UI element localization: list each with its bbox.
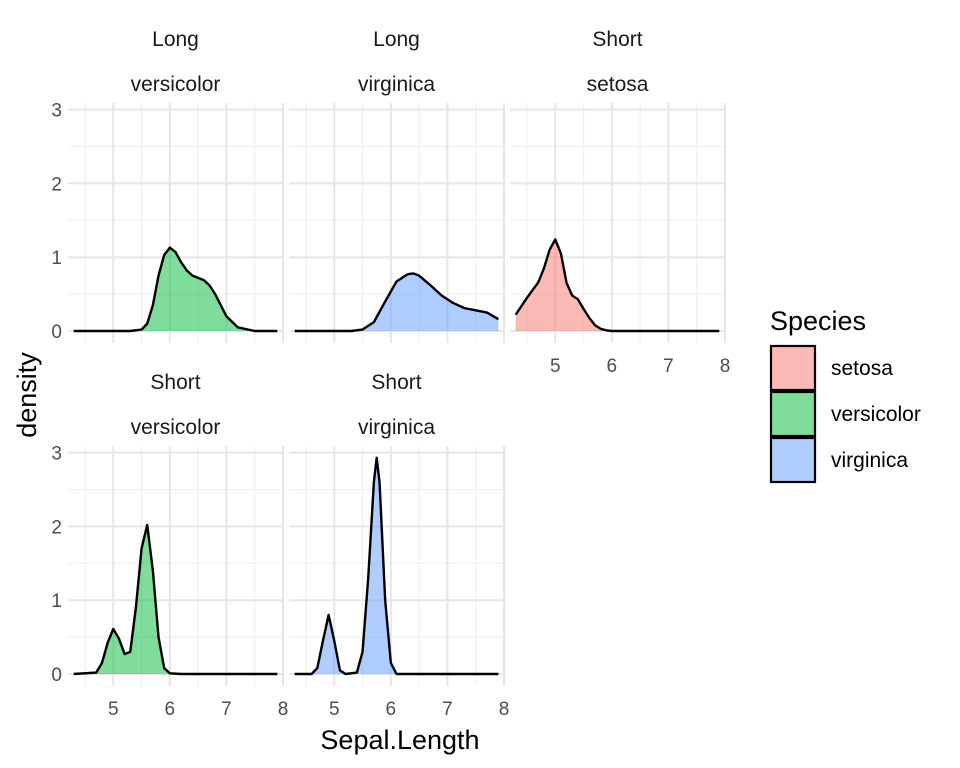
y-tick-label: 1: [51, 248, 62, 269]
y-tick-label: 0: [51, 665, 62, 686]
legend-title: Species: [770, 306, 866, 336]
x-tick-label: 7: [663, 356, 674, 377]
strip-label-bottom: versicolor: [131, 416, 221, 439]
x-tick-label: 5: [550, 356, 561, 377]
y-tick-label: 0: [51, 322, 62, 343]
y-tick-label: 3: [51, 101, 62, 122]
legend-label-setosa: setosa: [831, 357, 893, 380]
density-area-setosa: [515, 239, 720, 331]
legend-key-versicolor: [769, 390, 817, 438]
density-line-virginica: [294, 272, 499, 333]
x-tick-label: 8: [499, 699, 510, 720]
density-line-versicolor: [73, 523, 278, 676]
strip-label-top: Long: [373, 28, 420, 51]
strip-label-top: Short: [371, 371, 421, 394]
y-axis-title: density: [12, 352, 42, 438]
y-tick-label: 1: [51, 591, 62, 612]
strip-label-bottom: versicolor: [131, 73, 221, 96]
strip-label-bottom: virginica: [358, 416, 435, 439]
density-line-versicolor: [73, 246, 278, 333]
density-area-virginica: [294, 273, 499, 331]
strip-label-top: Short: [150, 371, 200, 394]
legend-label-virginica: virginica: [831, 449, 908, 472]
x-tick-label: 5: [108, 699, 119, 720]
x-tick-label: 8: [278, 699, 289, 720]
x-tick-label: 5: [329, 699, 340, 720]
x-tick-label: 8: [720, 356, 731, 377]
x-axis-title: Sepal.Length: [320, 725, 479, 755]
x-tick-label: 6: [165, 699, 176, 720]
strip-label-top: Long: [152, 28, 199, 51]
density-area-versicolor: [73, 247, 278, 331]
legend-label-versicolor: versicolor: [831, 403, 921, 426]
legend-key-virginica: [769, 436, 817, 484]
y-tick-label: 2: [51, 174, 62, 195]
x-tick-label: 7: [221, 699, 232, 720]
x-tick-label: 6: [607, 356, 618, 377]
x-tick-label: 7: [442, 699, 453, 720]
strip-label-bottom: setosa: [587, 73, 649, 96]
x-tick-label: 6: [386, 699, 397, 720]
strip-label-top: Short: [592, 28, 642, 51]
density-line-virginica: [294, 456, 499, 676]
density-area-virginica: [294, 457, 499, 674]
legend-key-setosa: [769, 344, 817, 392]
y-tick-label: 2: [51, 517, 62, 538]
y-tick-label: 3: [51, 444, 62, 465]
strip-label-bottom: virginica: [358, 73, 435, 96]
density-line-setosa: [514, 238, 720, 333]
